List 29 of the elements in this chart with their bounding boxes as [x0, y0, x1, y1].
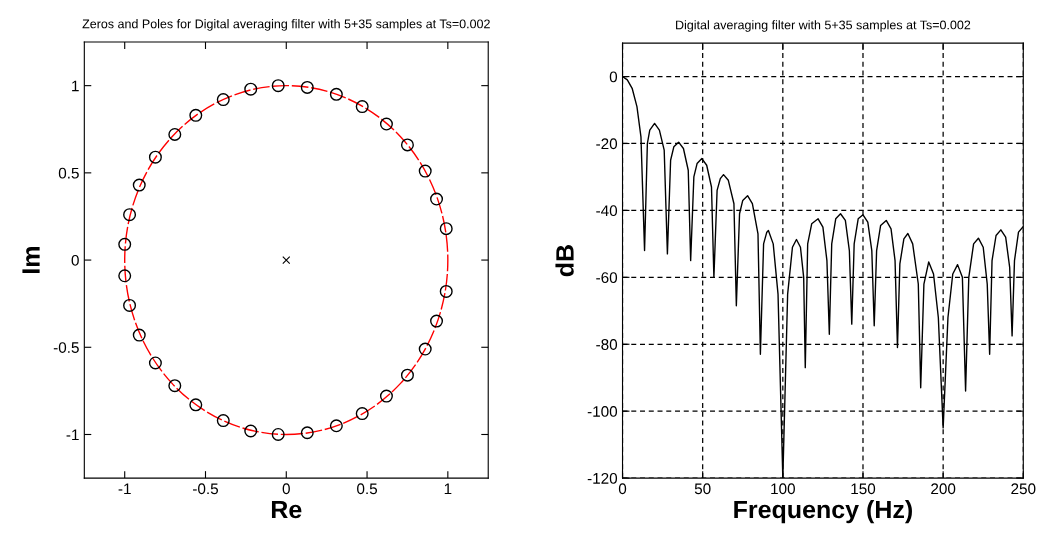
y-tick-label: 0.5 [58, 167, 79, 179]
x-tick-label: -1 [118, 483, 131, 495]
x-tick-label: 0 [618, 483, 627, 495]
chart-title: Digital averaging filter with 5+35 samples at Ts=0.002 [676, 20, 971, 32]
y-tick-label: -60 [596, 272, 618, 284]
x-tick-label: 1 [444, 483, 452, 495]
x-axis-title: Frequency (Hz) [734, 499, 912, 524]
y-axis-title: Im [22, 247, 40, 273]
x-axis-title: Re [271, 500, 302, 519]
y-tick-label: -80 [596, 339, 618, 350]
y-tick-label: -120 [587, 472, 618, 484]
x-tick-label: 0 [282, 483, 290, 495]
y-tick-label: 0 [609, 71, 618, 83]
y-tick-label: -100 [587, 406, 618, 417]
x-tick-label: 150 [851, 483, 876, 495]
x-tick-label: 250 [1011, 483, 1036, 495]
x-tick-label: 200 [931, 483, 956, 495]
x-tick-label: 100 [771, 483, 795, 495]
y-tick-label: -40 [596, 205, 618, 217]
chart-title: Zeros and Poles for Digital averaging filter with 5+35 samples at Ts=0.002 [82, 19, 490, 31]
y-tick-label: -0.5 [53, 342, 79, 353]
x-tick-label: 50 [694, 483, 711, 495]
y-tick-label: -1 [66, 429, 79, 441]
y-tick-label: 0 [71, 254, 79, 266]
y-tick-label: -20 [596, 138, 618, 150]
x-tick-label: -0.5 [193, 483, 219, 495]
x-tick-label: 0.5 [357, 483, 378, 495]
y-tick-label: 1 [72, 80, 79, 92]
y-axis-title: dB [555, 245, 574, 277]
